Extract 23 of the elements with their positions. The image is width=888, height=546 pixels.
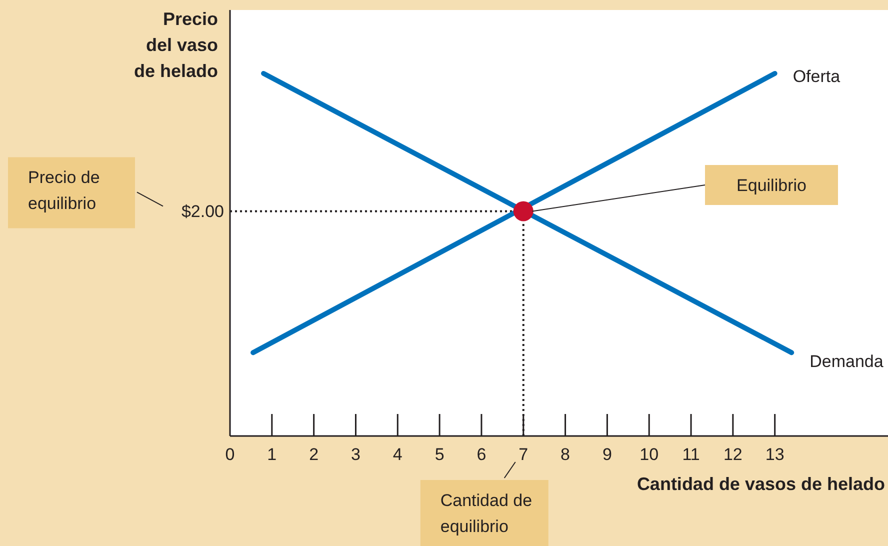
x-tick-label: 9 [602, 445, 612, 464]
x-axis-title: Cantidad de vasos de helado [636, 474, 886, 494]
x-tick-label: 8 [560, 445, 570, 464]
x-tick-label: 4 [392, 445, 402, 464]
annotation: Equilibrio [736, 176, 806, 195]
series-label: Demanda [810, 352, 884, 372]
text: $2.00 [181, 202, 224, 222]
x-tick-label: 7 [518, 445, 528, 464]
x-tick-label: 3 [351, 445, 360, 464]
callout: Precio de equilibrio [8, 157, 164, 228]
x-tick-label: 13 [765, 445, 784, 464]
x-tick-label: 6 [476, 445, 486, 464]
x-tick-label: 5 [434, 445, 444, 464]
x-tick-label: 0 [225, 445, 235, 464]
x-tick-label: 12 [723, 445, 742, 464]
callout: Equilibrio [532, 165, 838, 212]
x-tick-label: 1 [267, 445, 277, 464]
callout: Cantidad de equilibrio [420, 462, 548, 546]
series-label: Oferta [792, 66, 841, 86]
x-tick-label: 11 [682, 445, 700, 464]
x-tick-label: 10 [640, 445, 659, 464]
x-tick-label: 2 [309, 445, 319, 464]
y-axis-title: Precio del vaso de helado [134, 9, 218, 81]
